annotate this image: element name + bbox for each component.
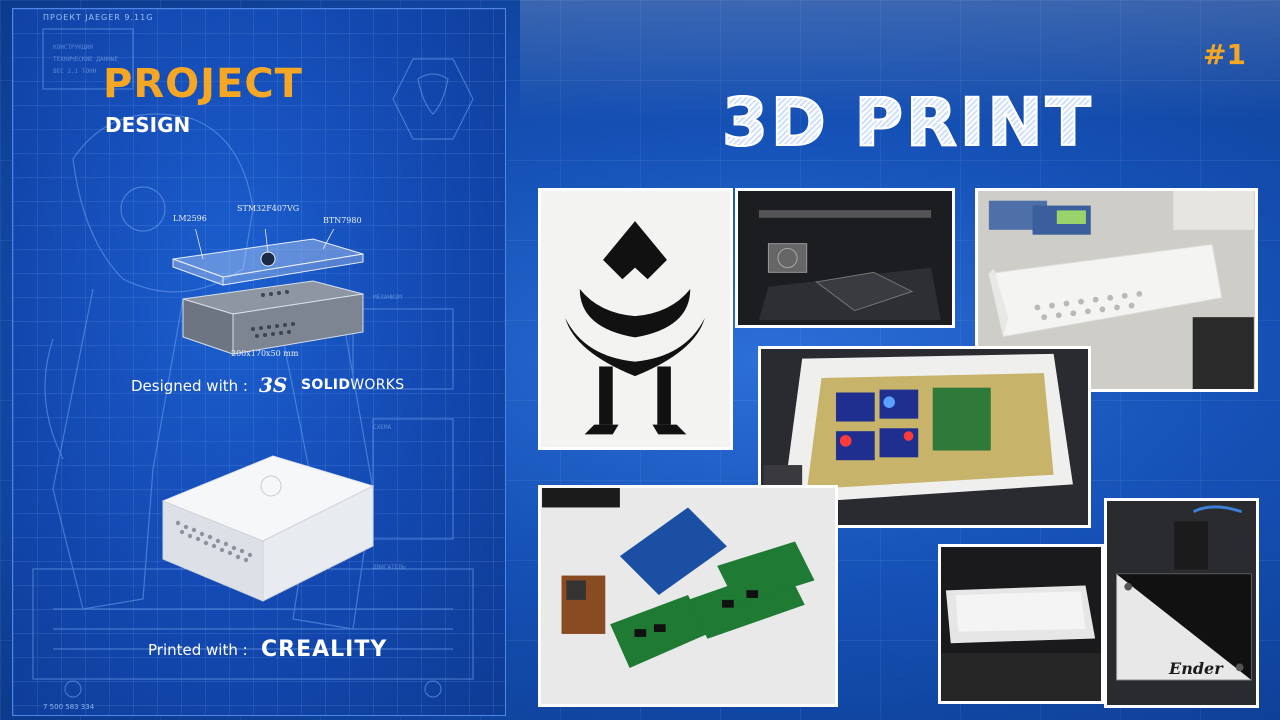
- solidworks-logo-icon: 3S: [259, 373, 287, 397]
- slide-number-badge: #1: [1203, 38, 1246, 71]
- svg-text:ВЕС 2.1 ТОНН: ВЕС 2.1 ТОНН: [53, 68, 97, 75]
- svg-text:СХЕМА: СХЕМА: [373, 424, 391, 431]
- background-light: [520, 0, 1280, 120]
- photo-pcb-boards: [538, 485, 838, 707]
- robot-blueprint-illustration: КОНСТРУКЦИЯ ТЕХНИЧЕСКИЕ ДАННЫЕ ВЕС 2.1 Т…: [32, 28, 474, 698]
- photo-printer-bed: [735, 188, 955, 328]
- label-btn7980: BTN7980: [323, 216, 362, 225]
- exploded-case-render: [172, 229, 364, 355]
- blueprint-poster: КОНСТРУКЦИЯ ТЕХНИЧЕСКИЕ ДАННЫЕ ВЕС 2.1 Т…: [12, 8, 506, 716]
- solidworks-suffix: WORKS: [350, 377, 405, 393]
- photo-electronics-in-case: [758, 346, 1091, 528]
- photo-ender-printer: Ender: [1104, 498, 1259, 708]
- emblem-icon: [541, 192, 730, 446]
- project-title: PROJECT: [103, 61, 303, 107]
- svg-text:КОНСТРУКЦИЯ: КОНСТРУКЦИЯ: [53, 44, 93, 51]
- label-stm32: STM32F407VG: [237, 204, 300, 213]
- photo-case-on-printer: [938, 544, 1104, 704]
- section-title: 3D PRINT: [721, 83, 1094, 162]
- svg-text:ТЕХНИЧЕСКИЕ ДАННЫЕ: ТЕХНИЧЕСКИЕ ДАННЫЕ: [53, 56, 118, 63]
- white-case-render: [161, 455, 375, 602]
- photo-emblem-print: [538, 188, 733, 450]
- solidworks-logo-text: SOLIDWORKS: [301, 377, 404, 393]
- poster-footer: 7 500 583 334: [43, 703, 95, 711]
- label-lm2596: LM2596: [173, 214, 207, 223]
- svg-text:3S: 3S: [259, 373, 287, 397]
- ender-label: Ender: [1169, 659, 1223, 678]
- designed-with-label: Designed with :: [131, 377, 248, 395]
- creality-logo: CREALITY: [261, 637, 388, 662]
- svg-text:ДВИГАТЕЛЬ: ДВИГАТЕЛЬ: [373, 564, 406, 571]
- svg-text:МЕХАНИЗМ: МЕХАНИЗМ: [373, 294, 402, 301]
- label-dimensions: 200x170x50 mm: [231, 349, 299, 358]
- printed-with-label: Printed with :: [148, 641, 248, 659]
- poster-header: ПРОЕКТ JAEGER 9.11G: [43, 13, 154, 22]
- solidworks-prefix: SOLID: [301, 377, 351, 393]
- design-subtitle: DESIGN: [105, 113, 191, 137]
